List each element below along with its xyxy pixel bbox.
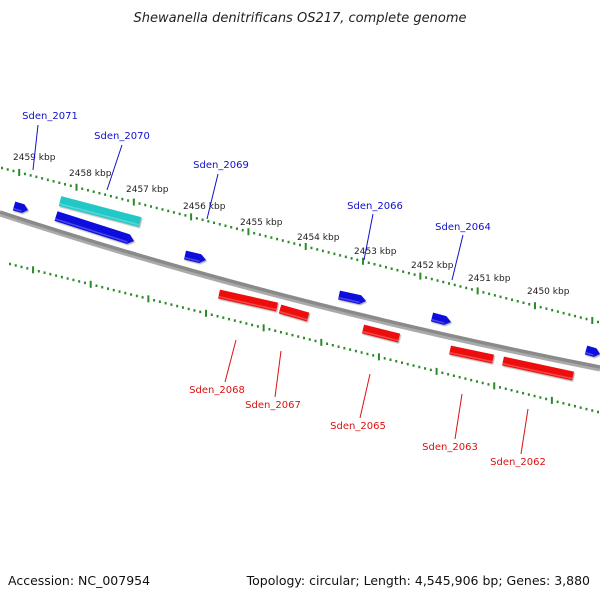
topology-summary: Topology: circular; Length: 4,545,906 bp… <box>246 573 590 588</box>
inner-scale-ticks <box>9 262 599 414</box>
forward-gene <box>338 290 366 305</box>
reverse-gene-label: Sden_2067 <box>245 400 301 411</box>
reverse-gene-sheen <box>218 295 277 311</box>
forward-gene-label: Sden_2066 <box>347 201 403 212</box>
forward-gene-sheen <box>13 207 22 212</box>
forward-gene-sheen <box>585 351 594 356</box>
reverse-gene-sheen <box>449 351 493 363</box>
scale-label: 2457 kbp <box>126 185 169 195</box>
reverse-gene <box>361 324 401 343</box>
forward-gene-leader <box>451 234 464 281</box>
reverse-gene-sheen <box>362 330 399 342</box>
reverse-gene <box>449 345 494 364</box>
forward-gene <box>54 211 134 244</box>
forward-gene-label: Sden_2064 <box>435 222 491 233</box>
forward-gene-leader <box>363 213 374 261</box>
gene-labels: Sden_2071 Sden_2070 Sden_2069 Sden_2066 Sden… <box>22 111 546 468</box>
forward-gene-sheen <box>338 296 360 304</box>
outer-scale-ticks <box>1 166 599 325</box>
map-title: Shewanella denitrificans OS217, complete… <box>134 11 467 26</box>
reverse-gene-leader <box>274 350 282 398</box>
scale-label: 2454 kbp <box>297 233 340 243</box>
forward-gene-sheen <box>54 218 128 243</box>
scale-label: 2453 kbp <box>354 247 397 257</box>
scale-label: 2452 kbp <box>411 261 454 271</box>
reverse-gene <box>278 304 310 322</box>
forward-gene <box>183 250 206 263</box>
gene-features <box>12 196 600 381</box>
reverse-gene <box>502 356 574 381</box>
scale-label: 2458 kbp <box>69 169 112 179</box>
reverse-gene-leader <box>454 393 463 440</box>
forward-gene-sheen <box>184 256 200 262</box>
reverse-gene-label: Sden_2063 <box>422 442 478 453</box>
forward-gene-label: Sden_2070 <box>94 131 150 142</box>
reverse-gene-label: Sden_2062 <box>490 457 546 468</box>
reverse-gene <box>218 289 278 312</box>
scale-label: 2450 kbp <box>527 287 570 297</box>
highlighted-gene-sheen <box>59 203 140 226</box>
scale-label: 2455 kbp <box>240 218 283 228</box>
forward-gene <box>584 345 600 357</box>
reverse-gene-sheen <box>279 310 308 321</box>
forward-gene-leader <box>106 144 123 191</box>
forward-gene <box>12 201 28 213</box>
gene-leader-lines <box>32 124 529 455</box>
scale-label: 2451 kbp <box>468 274 511 284</box>
forward-gene-label: Sden_2071 <box>22 111 78 122</box>
reverse-gene-label: Sden_2065 <box>330 421 386 432</box>
scale-label: 2456 kbp <box>183 202 226 212</box>
highlighted-gene <box>58 196 142 227</box>
reverse-gene-leader <box>224 339 237 383</box>
reverse-gene-label: Sden_2068 <box>189 385 245 396</box>
forward-gene-leader <box>32 124 39 171</box>
forward-gene-label: Sden_2069 <box>193 160 249 171</box>
forward-gene-sheen <box>431 318 445 324</box>
reverse-gene-sheen <box>502 362 573 380</box>
reverse-gene-leader <box>359 373 371 419</box>
forward-gene-leader <box>206 173 219 220</box>
backbone-shadow <box>0 211 600 372</box>
forward-gene <box>430 312 451 325</box>
accession-label: Accession: NC_007954 <box>8 573 151 588</box>
genome-backbone <box>0 210 600 369</box>
reverse-gene-leader <box>520 408 529 455</box>
